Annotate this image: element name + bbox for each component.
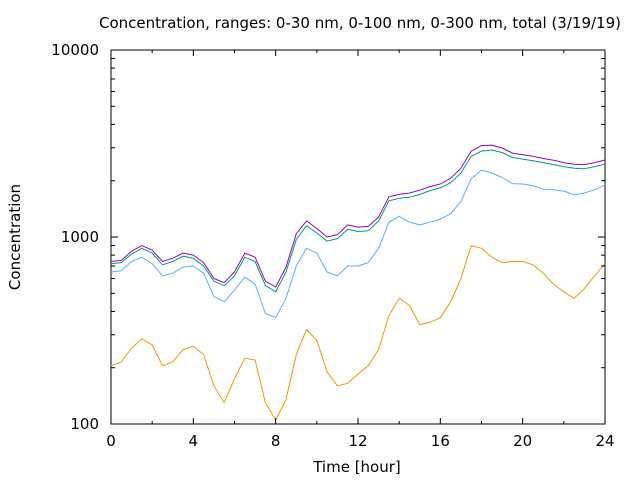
x-tick-label: 4 xyxy=(189,432,199,450)
series-line-4 xyxy=(110,144,606,288)
y-axis-label: Concentration xyxy=(6,184,24,290)
y-axis: 100 1000 10000 xyxy=(51,41,605,433)
x-tick-label: 24 xyxy=(595,432,614,450)
series-line-3 xyxy=(110,149,606,293)
plot-area xyxy=(110,49,606,425)
x-tick-label: 20 xyxy=(513,432,532,450)
series-layer xyxy=(110,144,606,421)
plot-border xyxy=(110,49,606,425)
y-tick-label: 1000 xyxy=(61,228,99,246)
x-tick-label: 12 xyxy=(348,432,367,450)
x-tick-label: 16 xyxy=(431,432,450,450)
chart-title: Concentration, ranges: 0-30 nm, 0-100 nm… xyxy=(99,14,621,32)
y-tick-label: 100 xyxy=(70,415,99,433)
y-tick-label: 10000 xyxy=(51,41,99,59)
series-line-2 xyxy=(110,169,606,319)
x-tick-label: 8 xyxy=(271,432,281,450)
series-line-1 xyxy=(110,245,606,421)
x-axis-label: Time [hour] xyxy=(312,458,401,476)
x-tick-label: 0 xyxy=(106,432,116,450)
x-axis: 0 4 8 12 16 20 24 xyxy=(106,50,615,450)
